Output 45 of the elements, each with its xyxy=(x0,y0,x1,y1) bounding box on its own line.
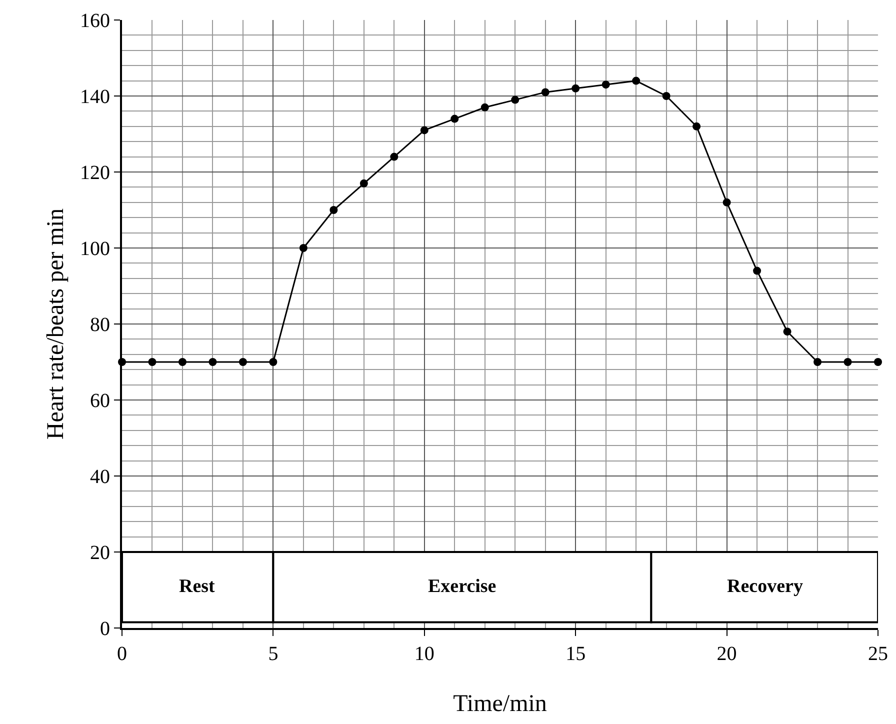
y-axis-title: Heart rate/beats per min xyxy=(43,208,69,440)
x-tick-label: 15 xyxy=(566,643,586,665)
y-tick-label: 120 xyxy=(80,162,110,184)
point xyxy=(874,358,882,366)
point xyxy=(692,122,701,130)
point xyxy=(602,80,610,89)
point xyxy=(814,358,822,366)
y-tick-label: 0 xyxy=(100,618,110,640)
y-tick-label: 20 xyxy=(90,542,110,564)
x-tick-label: 25 xyxy=(868,643,888,665)
point xyxy=(662,92,670,100)
y-tick-label: 160 xyxy=(80,10,110,32)
y-tick-label: 100 xyxy=(80,238,110,260)
point xyxy=(844,358,852,366)
point xyxy=(783,328,792,336)
point xyxy=(632,76,640,85)
band-label: Rest xyxy=(179,576,216,597)
y-tick-label: 140 xyxy=(80,86,110,108)
y-tick-label: 40 xyxy=(90,466,110,488)
point xyxy=(208,358,217,366)
band-label: Recovery xyxy=(727,576,804,597)
point xyxy=(480,103,489,112)
point xyxy=(269,358,278,366)
x-tick-label: 20 xyxy=(716,643,737,665)
x-axis-title: Time/min xyxy=(453,691,547,717)
x-tick-label: 10 xyxy=(414,643,434,665)
y-tick-label: 80 xyxy=(90,314,110,336)
y-tick-label: 60 xyxy=(90,390,110,412)
point xyxy=(753,266,762,275)
point xyxy=(541,88,550,96)
point xyxy=(390,152,398,161)
point xyxy=(360,179,368,188)
point xyxy=(330,206,338,214)
point xyxy=(299,244,308,252)
point xyxy=(148,358,156,366)
x-tick-label: 5 xyxy=(268,643,278,665)
point xyxy=(420,126,428,134)
point xyxy=(178,358,186,366)
band-label: Exercise xyxy=(428,576,496,597)
point xyxy=(722,198,731,206)
point xyxy=(511,96,520,104)
point xyxy=(238,358,247,366)
point xyxy=(572,84,580,92)
x-tick-label: 0 xyxy=(117,643,127,665)
point xyxy=(450,114,459,123)
